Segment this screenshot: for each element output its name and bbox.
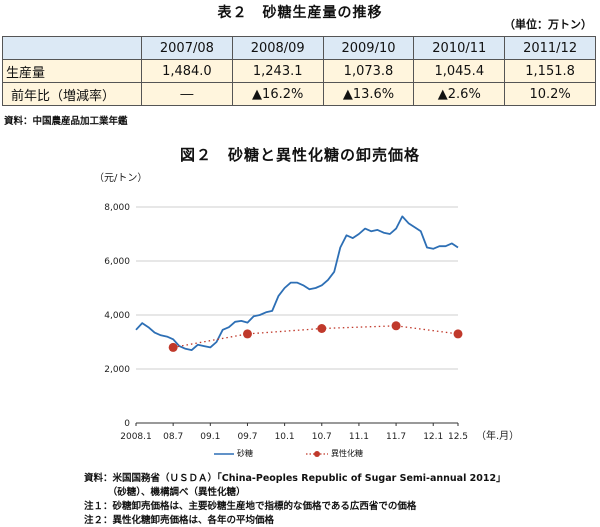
hfcs-data-point [317,324,327,333]
y-tick-label: 2,000 [104,365,130,375]
table-source: 資料：中国農産品加工業年鑑 [4,116,128,127]
y-tick-label: 6,000 [104,257,130,267]
y-tick-label: 8,000 [104,203,130,213]
table-row: 生産量 1,484.0 1,243.1 1,073.8 1,045.4 1,15… [2,59,596,83]
x-tick-label: 11.7 [386,432,406,442]
table-cell: ▲2.6% [413,82,506,106]
footnote-note-1: 注１：砂糖卸売価格は、主要砂糖生産地で指標的な価格である広西省での価格 [84,501,417,512]
y-tick-label: 4,000 [104,311,130,321]
footnote-note-2: 注２：異性化糖卸売価格は、各年の平均価格 [84,515,275,526]
legend-label: 異性化糖 [331,449,363,458]
x-tick-label: 08.7 [163,432,183,442]
table-title: 表２ 砂糖生産量の推移 [217,5,383,21]
table-cell: 1,243.1 [231,59,324,83]
table-header-corner [2,36,142,60]
table-cell: 1,151.8 [504,59,596,83]
x-tick-label: 12.5 [448,432,468,442]
footnote-source: 資料：米国国務省（ＵＳＤＡ）「China-Peoples Republic of… [84,473,506,484]
y-tick-label: 0 [124,419,130,429]
hfcs-data-point [242,329,252,339]
hfcs-data-point [453,329,463,339]
table-header-cell: 2007/08 [141,36,233,60]
x-tick-label: 10.1 [275,432,295,442]
legend-label: 砂糖 [237,449,253,458]
table-cell: ▲16.2% [231,82,324,106]
y-axis-unit-label: （元/トン） [94,172,147,184]
table-header-row: 2007/08 2008/09 2009/10 2010/11 2011/12 [2,36,596,60]
table-cell: 1,073.8 [322,59,415,83]
legend-item-hfcs: 異性化糖 [306,448,363,459]
footnote-source-cont: （砂糖）、機構調べ（異性化糖） [84,487,246,498]
legend-item-sugar: 砂糖 [214,448,253,459]
hfcs-data-point [391,321,401,331]
production-table: 2007/08 2008/09 2009/10 2010/11 2011/12 … [2,36,596,106]
x-tick-label: 10.7 [312,432,332,442]
table-header-cell: 2008/09 [231,36,324,60]
table-cell: 1,484.0 [141,59,233,83]
table-unit: （単位：万トン） [504,18,592,31]
chart-title: 図２ 砂糖と異性化糖の卸売価格 [179,146,420,164]
row-label: 生産量 [2,59,142,83]
x-axis-unit-label: （年.月） [476,429,519,442]
x-tick-label: 09.1 [200,432,220,442]
table-cell: 10.2% [504,82,596,106]
price-line-chart: 0 2,000 4,000 6,000 8,000 2008.1 08.7 09.1 09.7 1… [94,172,519,442]
legend-line-solid [214,452,234,455]
table-cell: ▲13.6% [322,82,415,106]
table-header-cell: 2010/11 [413,36,506,60]
table-row: 前年比（増減率） ― ▲16.2% ▲13.6% ▲2.6% 10.2% [2,82,596,106]
hfcs-data-point [168,342,178,352]
table-cell: 1,045.4 [413,59,506,83]
table-cell: ― [141,82,233,106]
x-tick-label: 2008.1 [120,432,152,442]
hfcs-price-line [173,325,459,349]
table-header-cell: 2009/10 [322,36,415,60]
legend-line-dotted [306,450,328,457]
x-tick-label: 12.1 [423,432,443,442]
row-label: 前年比（増減率） [2,82,142,106]
x-tick-label: 11.1 [349,432,369,442]
sugar-price-line [135,215,459,352]
x-tick-label: 09.7 [237,432,257,442]
table-header-cell: 2011/12 [504,36,596,60]
